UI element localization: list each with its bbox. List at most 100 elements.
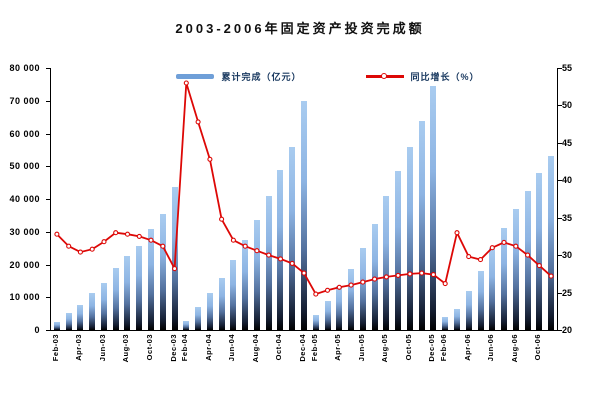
line-marker [501,239,507,245]
x-axis-label: Feb-03 [50,334,60,362]
x-axis-label: Aug-06 [509,334,519,363]
line-marker [277,256,284,262]
y-axis-right-label: 45 [562,137,573,148]
line-marker [360,279,366,285]
x-axis-label: Oct-05 [403,334,413,361]
bar [383,195,390,330]
growth-line-markers [54,80,554,297]
x-axis-label: Oct-03 [145,334,155,361]
bar [289,146,296,330]
line-marker [324,287,331,293]
bar [524,190,531,330]
y-axis-left-tick [46,330,50,331]
line-series-swatch [365,72,404,79]
y-axis-right-tick [557,180,562,182]
bar [112,267,119,330]
bar [348,269,355,330]
bar [359,248,366,330]
line-marker [407,271,413,277]
y-axis-left-label: 20 000 [9,259,40,270]
y-axis-right-label: 50 [562,100,573,111]
line-marker [466,254,472,260]
bar [501,228,508,330]
bar [136,245,143,330]
line-marker [536,263,542,269]
bar [418,121,425,330]
legend-line-label: 同比增长（%） [410,72,480,82]
x-axis-label: Oct-06 [533,334,543,361]
line-marker [54,231,60,237]
y-axis-right-label: 35 [562,212,573,223]
bar [548,156,555,330]
bar [536,172,543,330]
y-axis-left-label: 80 000 [9,63,40,73]
bar [453,308,460,330]
line-marker [101,239,107,245]
y-axis-right-label: 55 [562,63,573,73]
y-axis-left-label: 10 000 [9,292,40,303]
bar [477,271,484,330]
bar [159,214,166,330]
line-marker [372,276,378,282]
bar [489,248,496,330]
x-axis-label: Aug-04 [250,334,260,363]
y-axis-right-tick [557,68,562,69]
x-axis-label: Apr-05 [333,334,343,361]
line-marker [548,273,554,279]
x-axis-label: Aug-03 [121,334,131,363]
line-marker [136,233,142,239]
line-marker [160,243,166,249]
bar [53,321,60,330]
y-axis-left-tick [46,199,50,200]
y-axis-left-tick [46,231,50,233]
line-marker [254,248,260,254]
y-axis-right-label: 25 [562,287,573,298]
bar [265,195,272,330]
bar [195,306,202,330]
line-marker [66,243,72,249]
line-marker [489,245,495,251]
y-axis-right-label: 20 [562,325,573,335]
bar [442,316,449,330]
y-axis-left-label: 40 000 [9,194,40,204]
line-marker [183,80,189,86]
line-marker [266,252,272,258]
x-axis-label: Oct-04 [274,334,284,361]
bar [395,170,402,330]
x-axis-label: Dec-03 [168,334,178,362]
x-axis-label: Aug-05 [380,334,390,363]
y-axis-left-tick [46,100,50,102]
bar [406,146,413,330]
line-marker [289,260,295,266]
y-axis-left-tick [46,68,50,69]
line-marker-icon [380,72,387,79]
line-marker [230,237,236,243]
y-axis-left-tick [46,133,50,135]
y-axis-left-tick [46,166,50,168]
x-axis-label: Jun-05 [356,334,366,362]
bar [77,304,84,330]
bar [218,277,225,330]
y-axis-left-label: 60 000 [9,128,40,139]
y-axis-right-label: 40 [562,175,573,186]
chart-legend: 累计完成（亿元） 同比增长（%） [75,70,581,83]
x-axis-label: Dec-05 [427,334,437,362]
bar [301,100,307,330]
y-axis-right-tick [557,330,562,331]
line-marker [430,272,436,278]
bar [512,208,519,330]
line-marker [77,249,83,255]
x-axis-label: Jun-03 [97,334,107,362]
bar [242,239,249,330]
line-marker [219,216,225,222]
bar [183,320,190,330]
line-marker [454,230,460,236]
bar [230,259,237,330]
y-axis-right-label: 30 [562,250,573,261]
bar [430,86,437,330]
y-axis-right-tick [557,292,562,294]
y-axis-left-label: 30 000 [9,226,40,237]
line-marker [89,246,95,252]
y-axis-right-tick [557,255,562,257]
